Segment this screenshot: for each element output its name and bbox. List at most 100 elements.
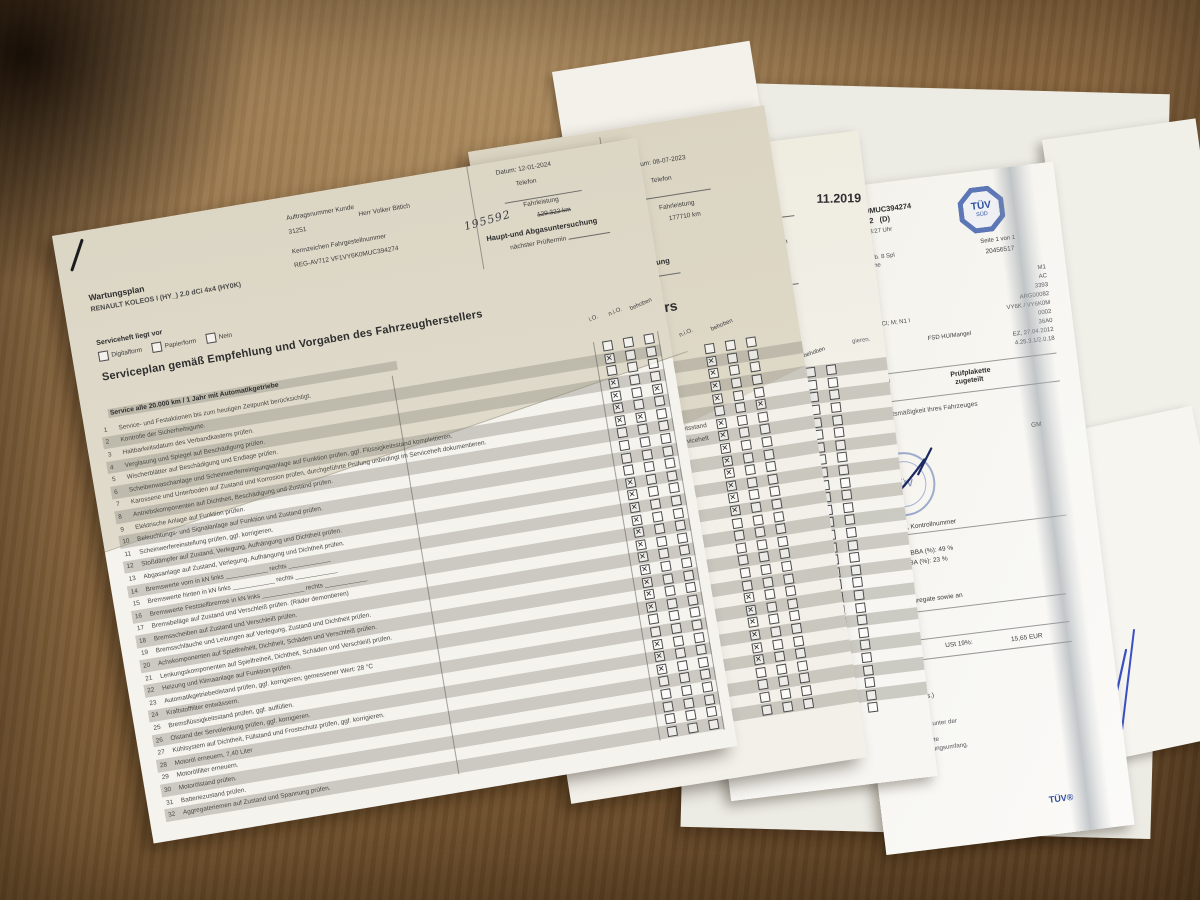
- checkbox-io: [748, 629, 761, 641]
- checkbox-io: [653, 650, 666, 663]
- tuev-report-number: 20456517: [985, 244, 1015, 256]
- checkbox-serviceheft: [151, 341, 163, 353]
- checkbox-io: [731, 517, 743, 529]
- checkbox-behoben: [663, 457, 676, 470]
- checkbox-nio: [765, 601, 778, 613]
- checkbox-nio: [775, 663, 787, 675]
- checkbox-behoben: [697, 656, 709, 668]
- checkbox-io: [632, 526, 645, 539]
- checkbox-serviceheft: [205, 332, 217, 344]
- checkbox-nio: [645, 473, 657, 486]
- checkbox-io: [647, 613, 659, 626]
- checkbox-io: [752, 654, 765, 666]
- checkbox-nio: [651, 510, 663, 523]
- checkbox-behoben: [678, 544, 690, 557]
- checkbox-nio: [661, 572, 674, 585]
- checkbox-behoben: [840, 489, 852, 501]
- checkbox-io: [717, 430, 729, 442]
- checkbox-io: [733, 529, 745, 542]
- checkbox-io: [641, 576, 653, 588]
- tuev-ust-label: USt 19%:: [944, 638, 974, 650]
- checkbox-io: [663, 713, 676, 725]
- checkbox-io: [713, 405, 725, 417]
- checkbox-nio: [753, 526, 766, 538]
- checkbox-behoben: [866, 702, 878, 714]
- checkbox-nio: [649, 498, 661, 510]
- checkbox-behoben: [860, 652, 872, 664]
- checkbox-io: [649, 626, 661, 638]
- checkbox-nio: [759, 563, 772, 576]
- checkbox-io: [737, 554, 749, 567]
- checkbox-behoben: [796, 660, 808, 672]
- checkbox-nio: [626, 361, 638, 374]
- checkbox-nio: [757, 551, 770, 563]
- checkbox-behoben: [865, 689, 877, 701]
- checkbox-behoben: [857, 627, 869, 639]
- checkbox-behoben: [776, 535, 789, 548]
- checkbox-behoben: [863, 677, 875, 689]
- checkbox-io: [709, 380, 721, 393]
- checkbox-behoben: [843, 514, 855, 526]
- checkbox-io: [645, 601, 657, 613]
- doc1-col-header-io: i.O.: [588, 314, 600, 324]
- checkbox-nio: [781, 700, 793, 713]
- checkbox-nio: [728, 364, 740, 377]
- checkbox-io: [740, 579, 753, 592]
- checkbox-io: [624, 477, 636, 489]
- checkbox-nio: [740, 439, 752, 451]
- checkbox-behoben: [688, 606, 701, 619]
- checkbox-nio: [736, 414, 748, 427]
- checkbox-behoben: [837, 464, 849, 476]
- checkbox-behoben: [745, 336, 757, 349]
- checkbox-behoben: [831, 414, 843, 426]
- checkbox-io: [719, 442, 731, 455]
- checkbox-nio: [630, 386, 643, 399]
- doc3-korr-fragment: gieren.: [851, 336, 871, 345]
- checkbox-behoben: [790, 622, 802, 635]
- checkbox-nio: [763, 588, 776, 601]
- serviceheft-option: Nein: [205, 330, 233, 344]
- checkbox-nio: [745, 476, 758, 489]
- checkbox-nio: [665, 597, 678, 610]
- checkbox-behoben: [862, 664, 874, 676]
- checkbox-behoben: [667, 482, 680, 495]
- checkbox-nio: [686, 721, 699, 734]
- checkbox-behoben: [649, 370, 661, 383]
- checkbox-behoben: [833, 427, 845, 439]
- checkbox-behoben: [788, 610, 800, 622]
- checkbox-behoben: [672, 507, 684, 519]
- checkbox-behoben: [825, 364, 837, 376]
- doc1-mileage-printed: 129.322 km: [536, 206, 572, 219]
- checkbox-io: [620, 452, 632, 464]
- checkbox-io: [746, 616, 759, 629]
- doc2-phone-label: Telefon: [650, 174, 673, 185]
- checkbox-io: [622, 464, 634, 477]
- checkbox-nio: [678, 672, 690, 684]
- checkbox-io: [638, 563, 651, 576]
- checkbox-nio: [657, 548, 670, 560]
- checkbox-nio: [680, 684, 692, 697]
- checkbox-behoben: [655, 407, 667, 420]
- checkbox-io: [651, 638, 663, 651]
- checkbox-nio: [769, 626, 782, 638]
- checkbox-io: [739, 567, 751, 579]
- checkbox-io: [742, 592, 755, 604]
- checkbox-nio: [732, 389, 744, 402]
- checkbox-behoben: [784, 585, 796, 597]
- checkbox-behoben: [694, 643, 707, 656]
- checkbox-behoben: [764, 461, 777, 473]
- checkbox-behoben: [703, 693, 715, 706]
- checkbox-nio: [749, 501, 762, 514]
- doc1-customer-name: Herr Volker Bittich: [358, 202, 411, 219]
- checkbox-behoben: [701, 681, 713, 693]
- checkbox-nio: [751, 514, 764, 526]
- doc2-mileage-label: Fahrleistung: [658, 199, 696, 212]
- checkbox-nio: [676, 659, 688, 672]
- checkbox-nio: [628, 374, 641, 386]
- checkbox-behoben: [842, 502, 854, 514]
- checkbox-nio: [647, 485, 659, 498]
- checkbox-behoben: [792, 635, 804, 647]
- checkbox-nio: [638, 436, 651, 448]
- checkbox-io: [723, 467, 735, 480]
